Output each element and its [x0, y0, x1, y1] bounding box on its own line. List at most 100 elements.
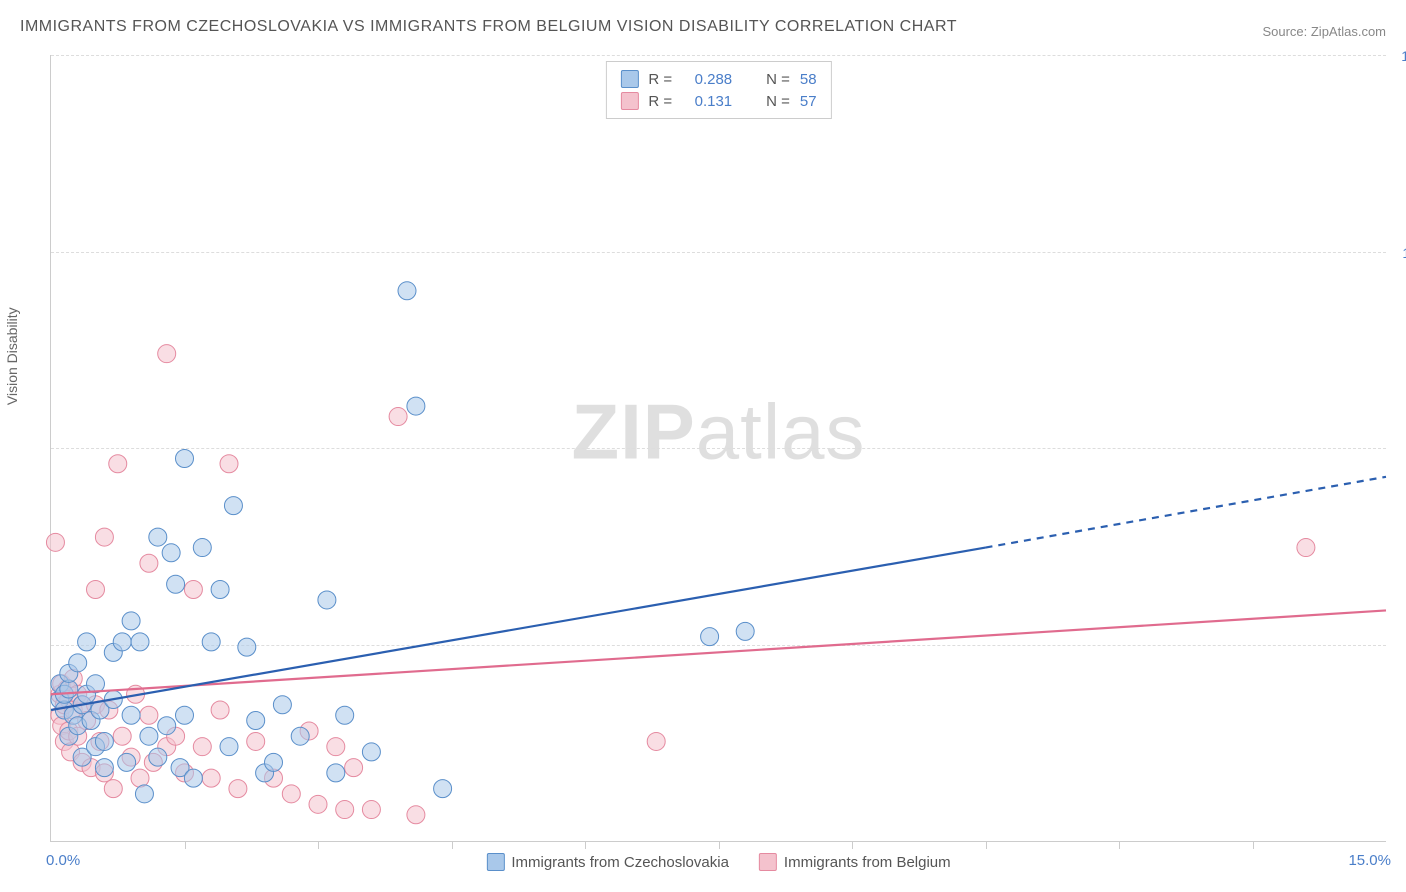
scatter-point-czech: [118, 753, 136, 771]
scatter-point-czech: [135, 785, 153, 803]
scatter-point-czech: [202, 633, 220, 651]
y-tick-label: 15.0%: [1401, 48, 1406, 64]
x-axis-min-label: 0.0%: [46, 852, 80, 869]
scatter-point-belgium: [282, 785, 300, 803]
scatter-point-belgium: [104, 780, 122, 798]
scatter-point-belgium: [109, 455, 127, 473]
scatter-point-czech: [95, 732, 113, 750]
scatter-point-czech: [407, 397, 425, 415]
scatter-point-belgium: [140, 706, 158, 724]
x-tick: [318, 841, 319, 849]
scatter-point-belgium: [211, 701, 229, 719]
scatter-point-belgium: [309, 795, 327, 813]
scatter-point-czech: [211, 580, 229, 598]
correlation-legend: R = 0.288 N = 58 R = 0.131 N = 57: [605, 61, 831, 119]
legend-swatch-czech: [486, 853, 504, 871]
scatter-point-czech: [327, 764, 345, 782]
r-value: 0.131: [682, 93, 732, 110]
r-value: 0.288: [682, 71, 732, 88]
legend-swatch: [620, 92, 638, 110]
x-tick: [986, 841, 987, 849]
scatter-point-czech: [122, 612, 140, 630]
scatter-point-czech: [162, 544, 180, 562]
scatter-point-belgium: [95, 528, 113, 546]
scatter-point-czech: [238, 638, 256, 656]
trendline-czech: [51, 548, 986, 710]
y-tick-label: 11.2%: [1402, 245, 1406, 261]
scatter-point-czech: [131, 633, 149, 651]
n-label: N =: [766, 93, 790, 110]
scatter-plot-svg: [51, 55, 1386, 841]
r-label: R =: [648, 93, 672, 110]
x-tick: [719, 841, 720, 849]
scatter-point-czech: [149, 528, 167, 546]
scatter-point-belgium: [229, 780, 247, 798]
scatter-point-belgium: [327, 738, 345, 756]
chart-title: IMMIGRANTS FROM CZECHOSLOVAKIA VS IMMIGR…: [20, 18, 957, 36]
legend-label-czech: Immigrants from Czechoslovakia: [511, 854, 729, 871]
r-label: R =: [648, 71, 672, 88]
scatter-point-belgium: [131, 769, 149, 787]
scatter-point-belgium: [46, 533, 64, 551]
scatter-point-belgium: [389, 408, 407, 426]
x-axis-max-label: 15.0%: [1348, 852, 1391, 869]
scatter-point-czech: [167, 575, 185, 593]
scatter-point-czech: [736, 622, 754, 640]
scatter-point-czech: [122, 706, 140, 724]
scatter-point-belgium: [193, 738, 211, 756]
scatter-point-czech: [95, 759, 113, 777]
scatter-point-czech: [158, 717, 176, 735]
scatter-point-czech: [247, 711, 265, 729]
scatter-point-belgium: [407, 806, 425, 824]
scatter-point-belgium: [158, 345, 176, 363]
correlation-legend-row: R =0.288N =58: [620, 68, 816, 90]
scatter-point-czech: [176, 706, 194, 724]
scatter-point-czech: [265, 753, 283, 771]
x-tick: [185, 841, 186, 849]
series-legend: Immigrants from Czechoslovakia Immigrant…: [486, 853, 950, 871]
chart-area: ZIPatlas 3.8%7.5%11.2%15.0% 0.0% 15.0% R…: [50, 55, 1386, 842]
scatter-point-czech: [149, 748, 167, 766]
scatter-point-czech: [193, 539, 211, 557]
scatter-point-belgium: [247, 732, 265, 750]
legend-label-belgium: Immigrants from Belgium: [784, 854, 951, 871]
scatter-point-belgium: [184, 580, 202, 598]
scatter-point-czech: [291, 727, 309, 745]
legend-item-belgium: Immigrants from Belgium: [759, 853, 951, 871]
scatter-point-czech: [113, 633, 131, 651]
x-tick: [585, 841, 586, 849]
scatter-point-belgium: [113, 727, 131, 745]
scatter-point-czech: [336, 706, 354, 724]
scatter-point-czech: [362, 743, 380, 761]
x-tick: [852, 841, 853, 849]
legend-swatch-belgium: [759, 853, 777, 871]
scatter-point-belgium: [647, 732, 665, 750]
scatter-point-belgium: [362, 801, 380, 819]
scatter-point-czech: [273, 696, 291, 714]
trendline-czech-dashed: [986, 477, 1387, 548]
scatter-point-czech: [701, 628, 719, 646]
scatter-point-belgium: [1297, 539, 1315, 557]
legend-item-czech: Immigrants from Czechoslovakia: [486, 853, 729, 871]
x-tick: [1253, 841, 1254, 849]
scatter-point-czech: [184, 769, 202, 787]
scatter-point-belgium: [345, 759, 363, 777]
correlation-legend-row: R = 0.131 N = 57: [620, 90, 816, 112]
x-tick: [452, 841, 453, 849]
scatter-point-belgium: [202, 769, 220, 787]
scatter-point-belgium: [140, 554, 158, 572]
scatter-point-czech: [140, 727, 158, 745]
legend-swatch: [620, 70, 638, 88]
scatter-point-belgium: [220, 455, 238, 473]
scatter-point-belgium: [87, 580, 105, 598]
scatter-point-belgium: [336, 801, 354, 819]
scatter-point-czech: [318, 591, 336, 609]
scatter-point-czech: [220, 738, 238, 756]
n-value: 58: [800, 71, 817, 88]
scatter-point-czech: [398, 282, 416, 300]
scatter-point-czech: [78, 633, 96, 651]
scatter-point-czech: [434, 780, 452, 798]
n-value: 57: [800, 93, 817, 110]
scatter-point-czech: [69, 654, 87, 672]
scatter-point-czech: [224, 497, 242, 515]
